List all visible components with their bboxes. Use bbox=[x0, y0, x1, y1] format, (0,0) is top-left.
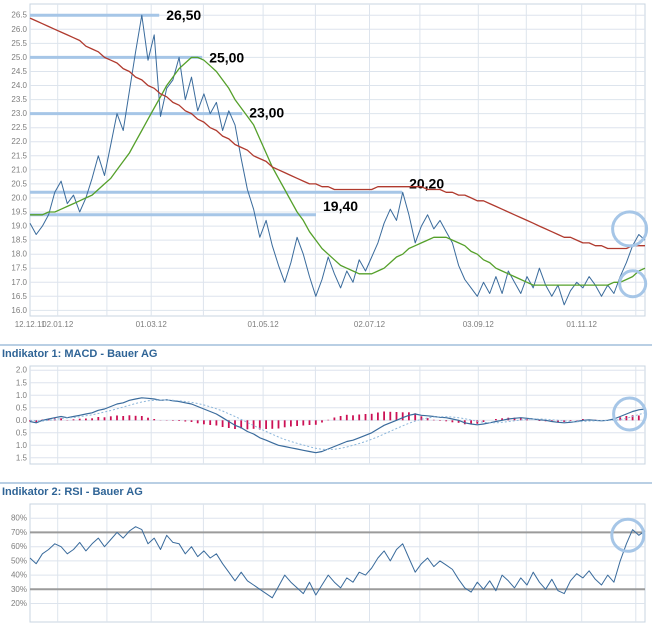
y-axis-label: 80% bbox=[11, 514, 27, 523]
plot-area bbox=[29, 3, 646, 317]
y-axis-label: 40% bbox=[11, 571, 27, 580]
y-axis-label: 26.5 bbox=[11, 11, 27, 20]
y-axis-label: 18.0 bbox=[11, 250, 27, 259]
y-axis-label: 60% bbox=[11, 542, 27, 551]
price-line bbox=[29, 14, 646, 306]
y-axis-label: 20.0 bbox=[11, 193, 27, 202]
y-axis-label: 1.0 bbox=[16, 441, 28, 450]
support-level-label: 25,00 bbox=[209, 49, 244, 65]
y-axis-label: 21.5 bbox=[11, 151, 27, 160]
rsi-line bbox=[29, 526, 646, 599]
macd-signal-line bbox=[29, 399, 646, 450]
support-level-label: 19,40 bbox=[323, 198, 358, 214]
y-axis-label: 22.0 bbox=[11, 137, 27, 146]
ma-slow-line bbox=[29, 17, 645, 250]
y-axis-label: 21.0 bbox=[11, 165, 27, 174]
y-axis-label: 30% bbox=[11, 585, 27, 594]
y-axis-label: 20.5 bbox=[11, 179, 27, 188]
y-axis-label: 24.5 bbox=[11, 67, 27, 76]
highlight-circle bbox=[618, 269, 648, 299]
y-axis-label: 26.0 bbox=[11, 25, 27, 34]
y-axis-label: 0.0 bbox=[16, 416, 28, 425]
y-axis-label: 18.5 bbox=[11, 236, 27, 245]
y-axis-label: 50% bbox=[11, 556, 27, 565]
x-axis-label: 02.01.12 bbox=[42, 320, 74, 329]
y-axis-label: 20% bbox=[11, 599, 27, 608]
x-axis-label: 01.03.12 bbox=[136, 320, 168, 329]
macd-line bbox=[29, 397, 646, 454]
plot-area bbox=[29, 503, 646, 623]
y-axis-label: 24.0 bbox=[11, 81, 27, 90]
indicator2-section-header: Indikator 2: RSI - Bauer AG bbox=[0, 482, 652, 502]
y-axis-label: 1.5 bbox=[16, 453, 28, 462]
highlight-circle bbox=[611, 210, 649, 248]
indicator2-title: Indikator 2: RSI - Bauer AG bbox=[2, 486, 143, 498]
y-axis-label: 23.5 bbox=[11, 95, 27, 104]
y-axis-label: 25.5 bbox=[11, 39, 27, 48]
highlight-circle bbox=[612, 396, 648, 432]
highlight-circle bbox=[610, 517, 646, 553]
y-axis-label: 70% bbox=[11, 528, 27, 537]
y-axis-label: 25.0 bbox=[11, 53, 27, 62]
x-axis-label: 03.09.12 bbox=[463, 320, 495, 329]
ma-fast-line bbox=[30, 56, 646, 286]
indicator1-section-header: Indikator 1: MACD - Bauer AG bbox=[0, 344, 652, 364]
y-axis-label: 0.5 bbox=[16, 403, 28, 412]
y-axis-label: 22.5 bbox=[11, 123, 27, 132]
y-axis-label: 2.0 bbox=[16, 366, 28, 375]
y-axis-label: 1.0 bbox=[16, 391, 28, 400]
rsi-chart: 80% 70% 60% 50% 40% 30% 20% bbox=[11, 503, 646, 623]
x-axis-label: 01.05.12 bbox=[248, 320, 280, 329]
x-axis-label: 12.12.11 bbox=[15, 320, 46, 329]
y-axis-label: 19.5 bbox=[11, 208, 27, 217]
x-axis-label: 02.07.12 bbox=[354, 320, 386, 329]
y-axis-label: 17.5 bbox=[11, 264, 27, 273]
y-axis-label: 19.0 bbox=[11, 222, 27, 231]
y-axis-label: 16.5 bbox=[11, 292, 27, 301]
y-axis-label: 23.0 bbox=[11, 109, 27, 118]
x-axis-label: 01.11.12 bbox=[566, 320, 597, 329]
y-axis-label: 0.5 bbox=[16, 428, 28, 437]
y-axis-label: 17.0 bbox=[11, 278, 27, 287]
plot-area bbox=[29, 365, 646, 465]
support-level-label: 26,50 bbox=[166, 7, 201, 23]
price-chart: 26.5 26.0 25.5 25.0 24.5 24.0 23.5 23.0 22.5 22.0… bbox=[11, 3, 649, 329]
y-axis-label: 16.0 bbox=[11, 306, 27, 315]
y-axis-label: 1.5 bbox=[16, 378, 28, 387]
support-level-label: 23,00 bbox=[249, 105, 284, 121]
macd-chart: 2.0 1.5 1.0 0.5 0.0 0.5 1.0 1.5 bbox=[16, 365, 648, 465]
indicator1-title: Indikator 1: MACD - Bauer AG bbox=[2, 348, 158, 360]
